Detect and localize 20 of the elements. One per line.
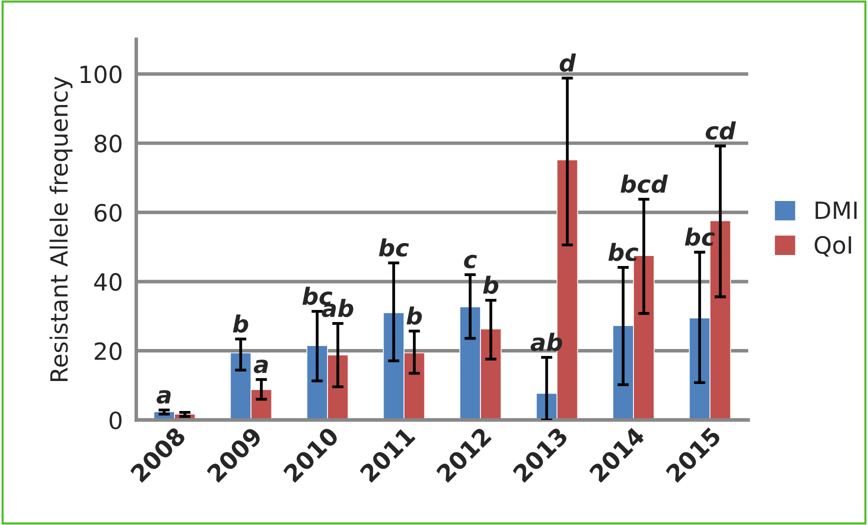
data-label: b: [232, 314, 248, 333]
annotation: d: [560, 54, 576, 72]
annotation: b: [406, 306, 422, 325]
annotation: b: [483, 276, 498, 294]
legend-label: QoI: [814, 236, 852, 257]
annotation: bcd: [620, 174, 668, 193]
data-label: c: [464, 254, 477, 268]
annotation: a: [254, 360, 268, 374]
y-tick-label: 60: [94, 204, 122, 222]
y-tick-label: 20: [94, 342, 122, 360]
y-tick-label: 80: [94, 134, 122, 152]
data-label: bc: [608, 242, 638, 262]
y-tick-label: 100: [80, 65, 122, 84]
y-tick-label: 0: [110, 411, 122, 430]
data-label: bc: [378, 238, 409, 257]
data-label: a: [156, 390, 171, 404]
legend-label: DMI: [816, 202, 857, 219]
y-tick-label: 40: [94, 273, 122, 291]
y-axis-title: Resistant Allele frequency: [50, 76, 72, 382]
annotation: cd: [706, 121, 736, 140]
